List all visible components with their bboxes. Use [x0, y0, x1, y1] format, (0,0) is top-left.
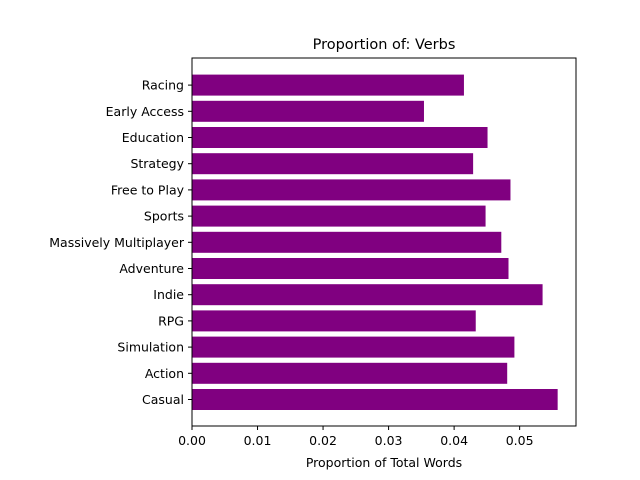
bar — [192, 231, 502, 253]
bar — [192, 310, 476, 332]
x-axis: 0.00 0.01 0.02 0.03 0.04 0.05 — [178, 426, 534, 448]
y-tick-label: Casual — [142, 392, 184, 407]
y-tick-label: Early Access — [106, 104, 184, 119]
x-tick-label: 0.05 — [506, 433, 534, 448]
x-tick-label: 0.03 — [375, 433, 403, 448]
y-tick-label: Simulation — [117, 340, 184, 355]
y-tick-label: Strategy — [130, 156, 184, 171]
y-tick-label: RPG — [158, 313, 184, 328]
bar — [192, 258, 509, 279]
y-tick-label: Adventure — [119, 261, 184, 276]
x-tick-label: 0.04 — [440, 433, 468, 448]
y-tick-label: Indie — [153, 287, 184, 302]
bar — [192, 205, 486, 227]
bar — [192, 389, 558, 410]
y-axis: Casual Action Simulation RPG Indie Adventure M… — [49, 78, 192, 407]
bar — [192, 336, 515, 358]
x-axis-label: Proportion of Total Words — [306, 455, 462, 470]
bar — [192, 74, 464, 96]
y-tick-label: Racing — [142, 78, 184, 93]
bar — [192, 100, 424, 122]
x-tick-label: 0.00 — [178, 433, 206, 448]
y-tick-label: Sports — [144, 209, 184, 224]
y-tick-label: Free to Play — [111, 182, 185, 197]
bar — [192, 179, 511, 201]
bar — [192, 127, 488, 148]
x-tick-label: 0.02 — [309, 433, 337, 448]
chart-title: Proportion of: Verbs — [313, 37, 456, 53]
bar — [192, 284, 543, 306]
y-tick-label: Education — [122, 130, 184, 145]
bars-group — [192, 74, 558, 410]
x-tick-label: 0.01 — [244, 433, 272, 448]
y-tick-label: Action — [145, 366, 184, 381]
bar — [192, 362, 508, 384]
bar — [192, 153, 474, 175]
y-tick-label: Massively Multiplayer — [49, 235, 185, 250]
